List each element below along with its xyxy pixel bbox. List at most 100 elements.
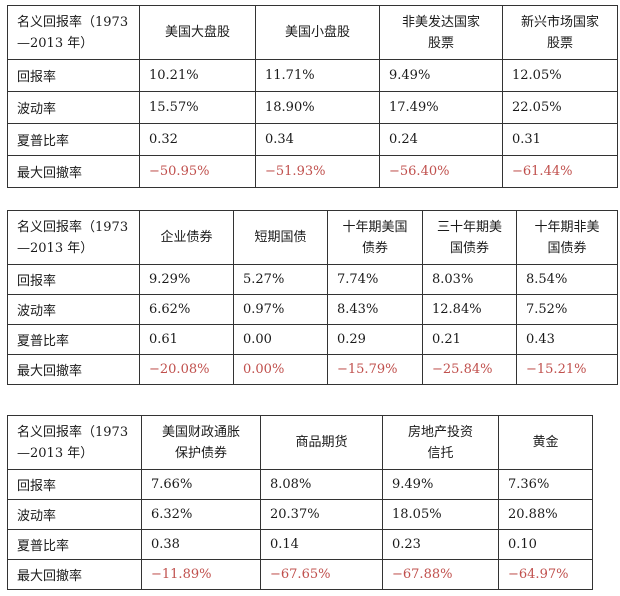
table-cell: 5.27% xyxy=(233,264,328,295)
table-row: 回报率 9.29% 5.27% 7.74% 8.03% 8.54% xyxy=(7,264,618,295)
column-header-line: 债券 xyxy=(361,240,388,256)
table-cell: 12.05% xyxy=(502,59,618,92)
column-header-line: 十年期美国 xyxy=(342,219,408,235)
row-header-cell: 名义回报率（1973 —2013 年） xyxy=(7,210,140,265)
table-row: 最大回撤率 −50.95% −51.93% −56.40% −61.44% xyxy=(7,155,618,188)
header-row: 名义回报率（1973 —2013 年） 美国财政通胀 保护债券 商品期货 房地产… xyxy=(7,415,593,470)
column-header: 房地产投资 信托 xyxy=(382,415,499,470)
drawdown-cell: 0.00% xyxy=(233,354,328,385)
table-cell: 0.10 xyxy=(498,529,593,560)
table-row: 波动率 6.62% 0.97% 8.43% 12.84% 7.52% xyxy=(7,294,618,325)
column-header-line: 黄金 xyxy=(532,435,559,450)
table-row: 波动率 6.32% 20.37% 18.05% 20.88% xyxy=(7,499,593,530)
column-header: 非美发达国家 股票 xyxy=(379,5,503,60)
row-label: 回报率 xyxy=(7,469,142,500)
table-cell: 0.38 xyxy=(141,529,261,560)
table-cell: 20.88% xyxy=(498,499,593,530)
table-cell: 8.43% xyxy=(327,294,423,325)
table-cell: 11.71% xyxy=(255,59,380,92)
row-label: 波动率 xyxy=(7,91,140,124)
table-cell: 9.49% xyxy=(382,469,499,500)
table-cell: 7.66% xyxy=(141,469,261,500)
table-cell: 8.08% xyxy=(260,469,383,500)
row-header-line: 名义回报率（1973 xyxy=(17,424,129,440)
table-cell: 15.57% xyxy=(139,91,256,124)
column-header-line: 企业债券 xyxy=(160,230,213,245)
drawdown-cell: −61.44% xyxy=(502,155,618,188)
column-header: 美国财政通胀 保护债券 xyxy=(141,415,261,470)
column-header: 商品期货 xyxy=(260,415,383,470)
row-header-line: 名义回报率（1973 xyxy=(17,219,129,235)
bond-returns-table: 名义回报率（1973 —2013 年） 企业债券 短期国债 十年期美国 债券 三… xyxy=(7,210,618,385)
row-label: 最大回撤率 xyxy=(7,155,140,188)
column-header-line: 十年期非美 xyxy=(534,219,600,235)
drawdown-cell: −64.97% xyxy=(498,559,593,590)
table-cell: 0.43 xyxy=(516,324,618,355)
row-label: 回报率 xyxy=(7,264,140,295)
column-header-line: 短期国债 xyxy=(254,230,307,245)
drawdown-cell: −50.95% xyxy=(139,155,256,188)
row-header-line: —2013 年） xyxy=(17,35,94,51)
column-header-line: 保护债券 xyxy=(174,445,227,461)
column-header-line: 新兴市场国家 xyxy=(520,14,599,30)
row-label: 波动率 xyxy=(7,499,142,530)
column-header-line: 美国大盘股 xyxy=(164,25,230,40)
table-cell: 0.24 xyxy=(379,123,503,156)
column-header: 美国大盘股 xyxy=(139,5,256,60)
row-header-cell: 名义回报率（1973 —2013 年） xyxy=(7,415,142,470)
table-row: 最大回撤率 −11.89% −67.65% −67.88% −64.97% xyxy=(7,559,593,590)
table-cell: 12.84% xyxy=(422,294,517,325)
table-row: 最大回撤率 −20.08% 0.00% −15.79% −25.84% −15.… xyxy=(7,354,618,385)
table-cell: 0.61 xyxy=(139,324,234,355)
table-cell: 0.23 xyxy=(382,529,499,560)
column-header-line: 美国小盘股 xyxy=(284,25,350,40)
column-header: 三十年期美 国债券 xyxy=(422,210,517,265)
table-cell: 8.54% xyxy=(516,264,618,295)
drawdown-cell: −20.08% xyxy=(139,354,234,385)
table-row: 回报率 10.21% 11.71% 9.49% 12.05% xyxy=(7,59,618,92)
row-label: 波动率 xyxy=(7,294,140,325)
table-cell: 20.37% xyxy=(260,499,383,530)
table-cell: 7.36% xyxy=(498,469,593,500)
drawdown-cell: −67.65% xyxy=(260,559,383,590)
table-cell: 0.29 xyxy=(327,324,423,355)
row-label: 最大回撤率 xyxy=(7,559,142,590)
table-cell: 7.74% xyxy=(327,264,423,295)
column-header-line: 三十年期美 xyxy=(436,219,502,235)
table-cell: 18.05% xyxy=(382,499,499,530)
table-cell: 8.03% xyxy=(422,264,517,295)
row-label: 夏普比率 xyxy=(7,324,140,355)
column-header-line: 国债券 xyxy=(449,240,489,256)
table-cell: 7.52% xyxy=(516,294,618,325)
column-header-line: 国债券 xyxy=(547,240,587,256)
table-row: 波动率 15.57% 18.90% 17.49% 22.05% xyxy=(7,91,618,124)
table-row: 回报率 7.66% 8.08% 9.49% 7.36% xyxy=(7,469,593,500)
table-row: 夏普比率 0.61 0.00 0.29 0.21 0.43 xyxy=(7,324,618,355)
table-cell: 17.49% xyxy=(379,91,503,124)
drawdown-cell: −15.79% xyxy=(327,354,423,385)
drawdown-cell: −11.89% xyxy=(141,559,261,590)
drawdown-cell: −56.40% xyxy=(379,155,503,188)
table-cell: 0.97% xyxy=(233,294,328,325)
column-header-line: 房地产投资 xyxy=(407,424,473,440)
column-header-line: 商品期货 xyxy=(295,435,348,450)
drawdown-cell: −51.93% xyxy=(255,155,380,188)
drawdown-cell: −15.21% xyxy=(516,354,618,385)
header-row: 名义回报率（1973 —2013 年） 企业债券 短期国债 十年期美国 债券 三… xyxy=(7,210,618,265)
drawdown-cell: −25.84% xyxy=(422,354,517,385)
column-header: 十年期非美 国债券 xyxy=(516,210,618,265)
column-header: 黄金 xyxy=(498,415,593,470)
row-label: 夏普比率 xyxy=(7,123,140,156)
column-header: 企业债券 xyxy=(139,210,234,265)
column-header: 美国小盘股 xyxy=(255,5,380,60)
column-header: 十年期美国 债券 xyxy=(327,210,423,265)
table-cell: 0.32 xyxy=(139,123,256,156)
column-header-line: 信托 xyxy=(427,445,454,461)
column-header: 新兴市场国家 股票 xyxy=(502,5,618,60)
row-label: 最大回撤率 xyxy=(7,354,140,385)
table-cell: 0.34 xyxy=(255,123,380,156)
table-cell: 0.21 xyxy=(422,324,517,355)
row-header-line: —2013 年） xyxy=(17,445,94,461)
table-cell: 0.31 xyxy=(502,123,618,156)
row-label: 回报率 xyxy=(7,59,140,92)
